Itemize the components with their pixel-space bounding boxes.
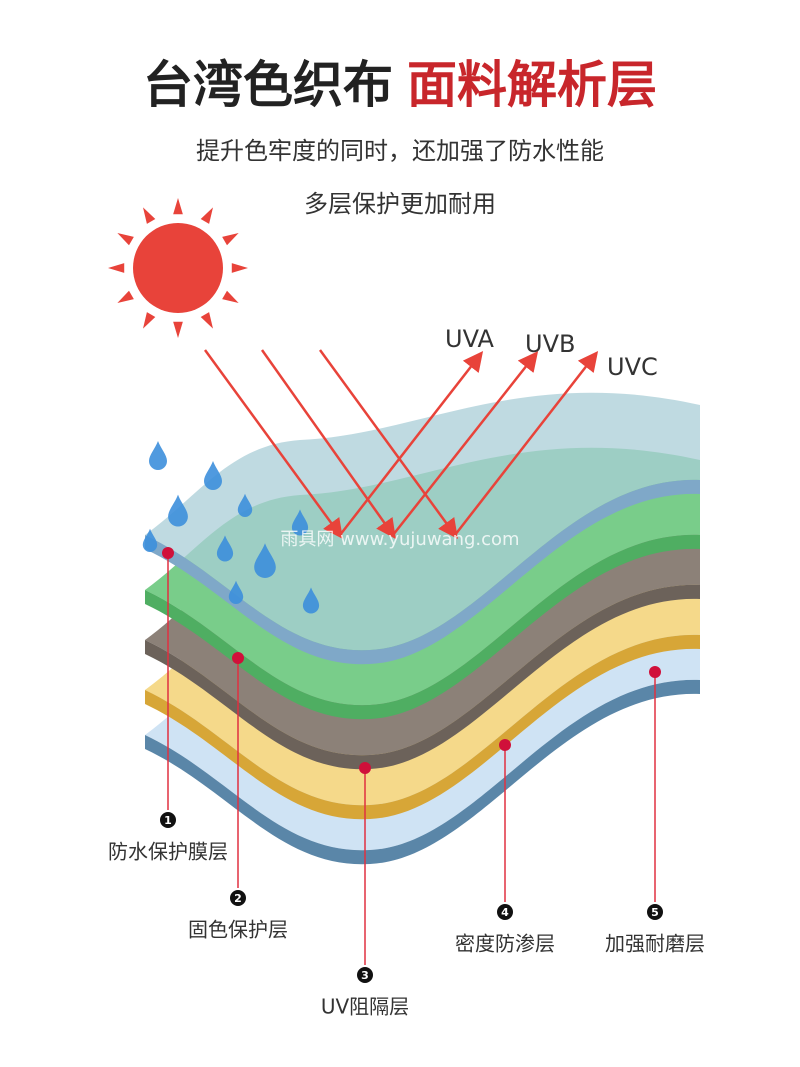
- uv-label: UVA: [445, 325, 494, 353]
- layer-dot: [232, 652, 244, 664]
- layer-edge: [145, 679, 700, 865]
- water-drop: [254, 543, 276, 578]
- uv-in-arrow: [260, 349, 396, 540]
- uv-in-arrow: [318, 349, 458, 540]
- uv-in-arrow: [203, 349, 343, 540]
- title-accent: 面料解析层: [407, 56, 657, 114]
- water-drop: [204, 461, 222, 490]
- watermark: 雨具网 www.yujuwang.com: [280, 529, 519, 550]
- layer-dot: [162, 547, 174, 559]
- sun-ray: [222, 290, 239, 303]
- sun-ray: [108, 263, 125, 273]
- sun-ray: [200, 207, 213, 224]
- layer-label: 密度防渗层: [455, 932, 555, 956]
- sun-ray: [173, 198, 183, 215]
- sun-ray: [231, 263, 248, 273]
- uv-arrows: UVA UVB UVC: [203, 325, 658, 540]
- layer-label: 固色保护层: [188, 918, 288, 942]
- sun-ray: [222, 233, 239, 246]
- water-drop: [302, 587, 320, 614]
- layer-dot: [359, 762, 371, 774]
- uv-label: UVB: [525, 330, 575, 358]
- water-drop: [237, 493, 253, 517]
- layers: [145, 392, 700, 865]
- sun-ray: [143, 207, 156, 224]
- number-badge: [230, 890, 246, 906]
- uv-out-arrow: [392, 351, 539, 536]
- layer-number: 2: [234, 892, 242, 905]
- subtitle: 多层保护更加耐用: [304, 190, 496, 218]
- layer-edge: [145, 479, 700, 665]
- uv-out-arrow: [454, 351, 599, 536]
- sun-ray: [117, 233, 134, 246]
- sun-ray: [117, 290, 134, 303]
- layer-number: 5: [651, 906, 659, 919]
- layer-label: 加强耐磨层: [605, 932, 705, 956]
- layer-label: UV阻隔层: [321, 995, 409, 1019]
- layer-edge: [145, 634, 700, 820]
- number-badge: [357, 967, 373, 983]
- sun-ray: [143, 312, 156, 329]
- sun-ray: [200, 312, 213, 329]
- subtitle: 提升色牢度的同时，还加强了防水性能: [196, 137, 604, 165]
- layer-number: 3: [361, 969, 369, 982]
- layer-dot: [499, 739, 511, 751]
- water-drop: [228, 580, 244, 604]
- water-drop: [291, 509, 309, 536]
- number-badge: [647, 904, 663, 920]
- uv-out-arrow: [339, 351, 484, 536]
- layer-edge: [145, 584, 700, 770]
- title: 台湾色织布 面料解析层: [143, 56, 657, 114]
- water-drop: [142, 528, 158, 552]
- title-main: 台湾色织布: [143, 56, 393, 114]
- layer-dot: [649, 666, 661, 678]
- sun-ray: [173, 321, 183, 338]
- number-badge: [497, 904, 513, 920]
- sun: [108, 198, 248, 338]
- number-badge: [160, 812, 176, 828]
- water-drop: [168, 494, 188, 527]
- annotations: 1 防水保护膜层 2 固色保护层 3 UV阻隔层 4 密度防渗层 5 加强耐磨层: [108, 547, 705, 1019]
- layer-label: 防水保护膜层: [108, 840, 228, 864]
- water-drop: [216, 535, 234, 562]
- water-drops: [142, 441, 320, 614]
- uv-label: UVC: [607, 353, 658, 381]
- layer-number: 4: [501, 906, 509, 919]
- layer-number: 1: [164, 814, 172, 827]
- layer-edge: [145, 534, 700, 720]
- water-drop: [149, 441, 167, 470]
